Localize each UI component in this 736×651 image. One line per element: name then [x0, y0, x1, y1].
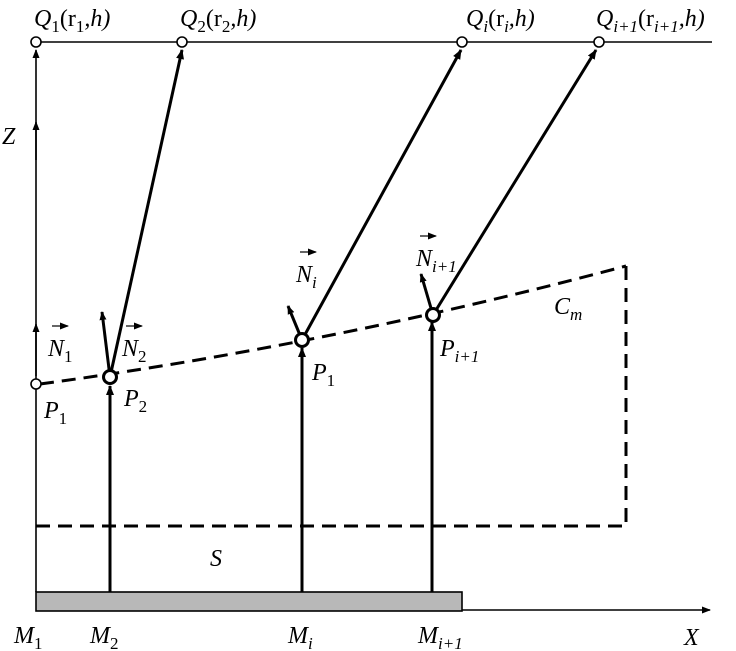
- label-mi: Mi: [287, 623, 313, 651]
- svg-text:N2: N2: [121, 336, 147, 366]
- svg-text:Ni+1: Ni+1: [415, 246, 457, 276]
- label-z-axis: Z: [2, 124, 16, 150]
- label-qi1: Qi+1(ri+1,h): [596, 6, 705, 36]
- label-ni: Ni: [295, 248, 317, 292]
- label-n2: N2: [121, 322, 147, 366]
- label-x-axis: X: [683, 625, 700, 651]
- ray-pi1-qi1: [431, 49, 598, 316]
- label-ni1: Ni+1: [415, 232, 457, 276]
- label-q2: Q2(r2,h): [180, 6, 256, 36]
- point-p1-left: [30, 378, 42, 390]
- label-q1: Q1(r1,h): [34, 6, 110, 36]
- svg-text:Ni: Ni: [295, 262, 317, 292]
- label-qi: Qi(ri,h): [466, 6, 535, 36]
- n2-vector: [99, 311, 112, 378]
- point-pi: [294, 332, 310, 348]
- plate: [35, 591, 463, 612]
- label-p2: P2: [123, 386, 147, 416]
- point-p2: [102, 369, 118, 385]
- point-qi1: [593, 36, 605, 48]
- label-p1-left: P1: [43, 398, 67, 428]
- ray-pi-qi: [300, 49, 463, 341]
- label-n1: N1: [47, 322, 73, 366]
- point-pi1: [425, 307, 441, 323]
- point-q2: [176, 36, 188, 48]
- point-qi: [456, 36, 468, 48]
- label-m2: M2: [89, 623, 119, 651]
- svg-text:N1: N1: [47, 336, 73, 366]
- label-m1: M1: [13, 623, 43, 651]
- label-s: S: [210, 546, 222, 572]
- point-q1: [30, 36, 42, 48]
- label-cm: Cm: [554, 294, 582, 324]
- label-p1-mid: P1: [311, 360, 335, 390]
- curve-cm: [39, 264, 627, 386]
- label-mi1: Mi+1: [417, 623, 463, 651]
- label-pi1: Pi+1: [439, 336, 479, 366]
- ray-p2-q2: [108, 49, 184, 378]
